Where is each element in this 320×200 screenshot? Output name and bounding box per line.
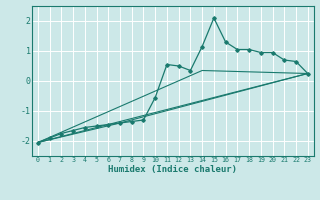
X-axis label: Humidex (Indice chaleur): Humidex (Indice chaleur) <box>108 165 237 174</box>
